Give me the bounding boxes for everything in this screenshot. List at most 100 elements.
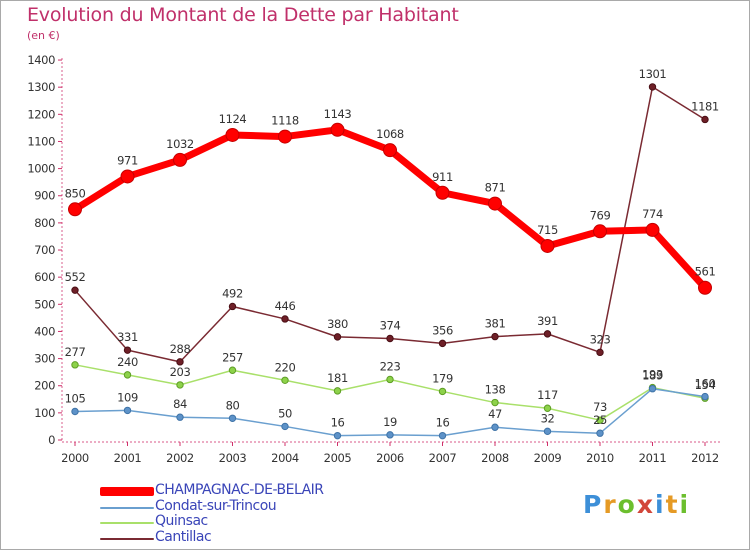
legend-swatch [100,487,154,496]
y-tick-label: 1100 [27,134,55,148]
data-label-cantillac: 380 [327,317,348,331]
data-point-cantillac [543,330,552,338]
logo-letter: o [617,490,637,519]
data-point-cantillac [491,332,499,341]
x-tick-label: 2007 [429,451,457,465]
legend-swatch [100,537,154,540]
y-tick-label: 1000 [27,162,55,176]
data-point-champagnac-de-belair [173,152,187,167]
data-label-cantillac: 552 [65,270,86,284]
data-label-condat-sur-trincou: 47 [488,407,502,421]
data-label-condat-sur-trincou: 19 [383,415,397,429]
data-label-condat-sur-trincou: 25 [593,413,607,427]
data-label-quinsac: 193 [642,368,663,382]
data-point-quinsac [176,381,184,389]
data-label-champagnac-de-belair: 715 [537,223,558,237]
x-tick-label: 2008 [481,451,509,465]
data-label-condat-sur-trincou: 50 [278,406,292,420]
logo-letter: t [665,490,680,519]
data-label-quinsac: 257 [222,350,243,364]
data-point-cantillac [386,334,394,343]
legend-label: Quinsac [155,513,208,529]
y-tick-label: 1200 [27,107,55,121]
y-tick-label: 0 [48,433,55,447]
data-label-quinsac: 117 [537,388,558,402]
data-point-champagnac-de-belair [278,129,292,144]
x-tick-label: 2006 [376,451,404,465]
data-label-quinsac: 154 [695,378,716,392]
data-label-condat-sur-trincou: 160 [695,377,716,391]
data-label-condat-sur-trincou: 84 [173,397,187,411]
data-label-champagnac-de-belair: 1032 [166,137,194,151]
data-point-cantillac [438,339,447,348]
y-tick-label: 1400 [27,53,55,67]
data-point-condat-sur-trincou [333,431,342,440]
data-point-quinsac [438,387,447,396]
logo-letter: P [583,490,604,519]
data-point-condat-sur-trincou [71,407,79,416]
data-label-champagnac-de-belair: 774 [642,207,663,221]
data-point-quinsac [123,371,132,379]
data-label-quinsac: 203 [170,365,191,379]
legend-label: Cantillac [155,528,212,545]
data-label-cantillac: 492 [222,286,243,300]
data-point-champagnac-de-belair [330,122,345,137]
x-tick-label: 2003 [219,451,247,465]
data-point-quinsac [71,361,79,369]
data-label-condat-sur-trincou: 16 [436,416,450,430]
legend-swatch [100,522,154,524]
data-point-cantillac [648,83,657,91]
proxiti-logo: Proxiti [583,490,690,519]
y-tick-label: 900 [34,189,55,203]
x-tick-label: 2001 [114,451,142,465]
data-point-quinsac [491,398,499,407]
data-point-condat-sur-trincou [281,422,289,431]
x-tick-label: 2002 [166,451,194,465]
data-point-cantillac [333,333,342,341]
data-label-quinsac: 223 [380,359,401,373]
data-label-condat-sur-trincou: 105 [65,392,86,406]
logo-letter: i [679,490,691,519]
x-tick-label: 2011 [639,451,667,465]
data-label-cantillac: 356 [432,323,453,337]
data-point-quinsac [596,416,604,424]
data-label-champagnac-de-belair: 1143 [324,107,352,121]
data-point-condat-sur-trincou [596,429,604,437]
data-label-quinsac: 277 [65,345,86,359]
y-tick-label: 800 [34,216,55,230]
data-label-cantillac: 391 [537,314,558,328]
data-point-cantillac [596,348,604,357]
data-point-quinsac [281,376,289,384]
x-tick-label: 2000 [61,451,89,465]
data-point-champagnac-de-belair [593,224,607,239]
data-label-champagnac-de-belair: 1068 [376,127,404,141]
data-point-champagnac-de-belair [435,185,450,200]
data-label-cantillac: 374 [380,318,401,332]
logo-letter: r [603,490,618,519]
legend-label: CHAMPAGNAC-DE-BELAIR [155,482,324,498]
data-point-condat-sur-trincou [176,413,184,421]
data-point-champagnac-de-belair [225,127,240,142]
logo-letter: x [636,490,655,519]
chart-title: Evolution du Montant de la Dette par Hab… [27,4,459,26]
legend-label: Condat-sur-Trincou [155,497,277,514]
y-tick-label: 600 [34,270,55,284]
legend-swatch [100,506,154,509]
data-point-quinsac [543,404,552,412]
data-label-champagnac-de-belair: 769 [590,208,611,222]
data-point-champagnac-de-belair [645,222,660,237]
data-label-quinsac: 138 [485,383,506,397]
data-label-condat-sur-trincou: 109 [117,390,138,404]
data-label-champagnac-de-belair: 971 [117,153,138,167]
data-label-quinsac: 220 [275,360,296,374]
x-tick-label: 2012 [691,451,719,465]
data-label-cantillac: 288 [170,342,191,356]
data-point-condat-sur-trincou [543,427,552,436]
data-label-cantillac: 1181 [691,99,719,113]
data-label-condat-sur-trincou: 32 [541,411,555,425]
data-point-quinsac [228,366,237,374]
data-point-condat-sur-trincou [123,406,132,415]
y-tick-label: 500 [34,297,55,311]
data-label-champagnac-de-belair: 871 [485,181,506,195]
